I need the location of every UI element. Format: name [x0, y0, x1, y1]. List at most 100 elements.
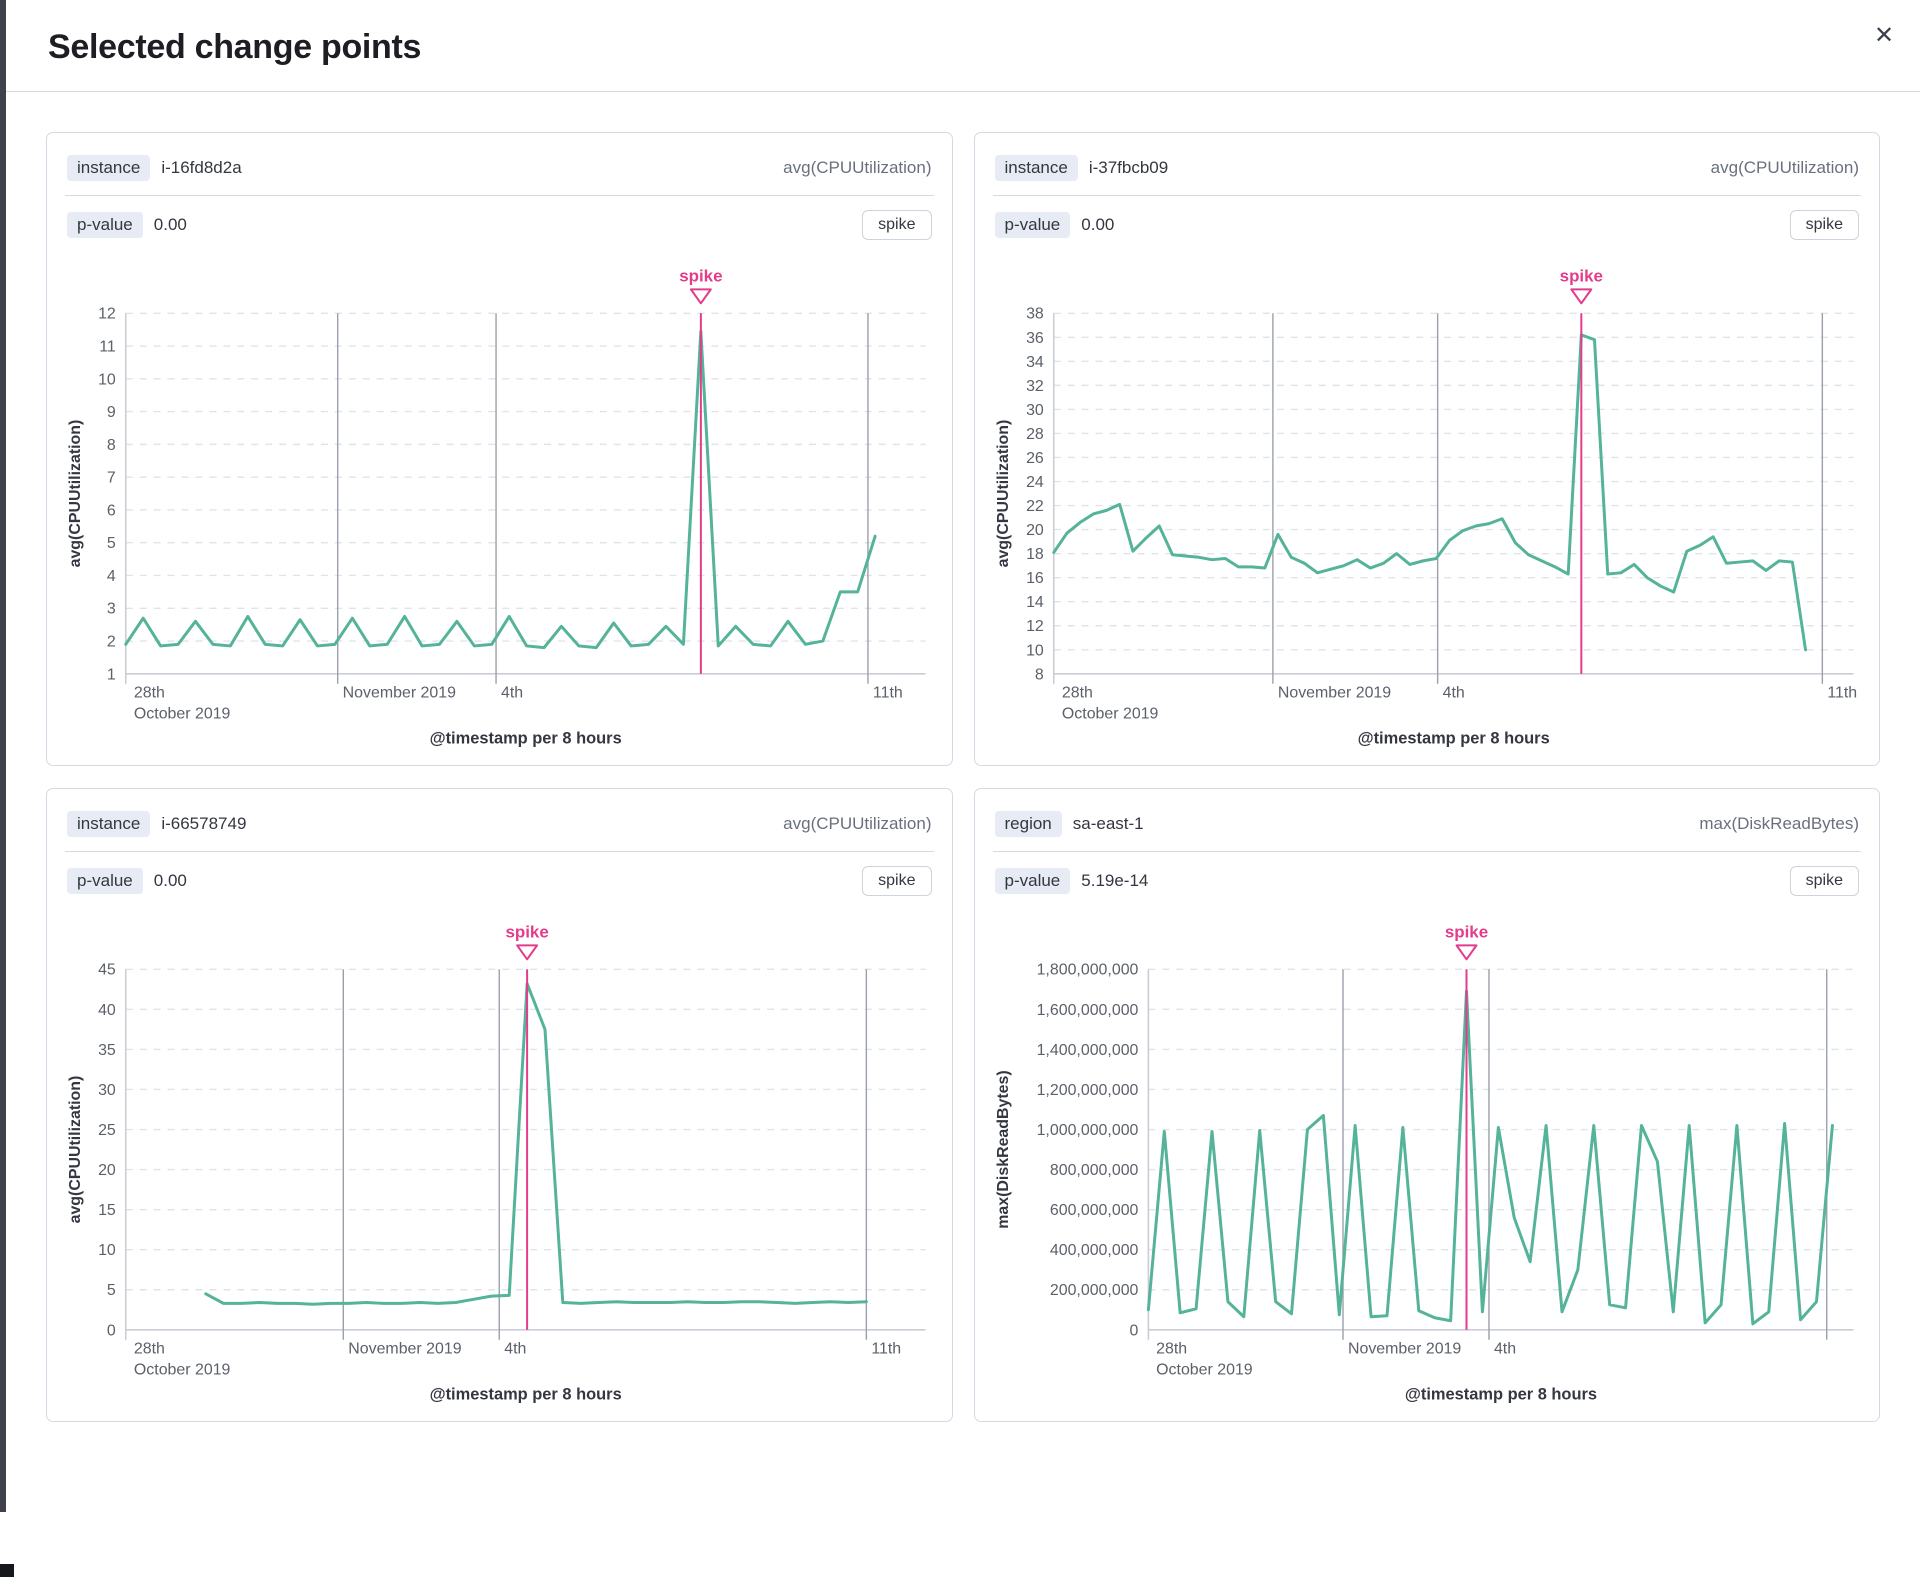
y-tick-label: 15 — [98, 1202, 116, 1219]
close-icon[interactable]: ✕ — [1866, 18, 1902, 54]
y-tick-label: 20 — [1026, 522, 1044, 539]
background-page-corner — [0, 1564, 14, 1577]
x-tick-label: 11th — [873, 685, 903, 702]
x-tick-label: 28th — [1061, 685, 1092, 702]
y-tick-label: 28 — [1026, 426, 1044, 443]
y-tick-label: 38 — [1026, 306, 1044, 323]
spike-annotation-marker[interactable] — [1455, 944, 1477, 961]
background-page-strip — [0, 0, 6, 1512]
panel-header: instance i-16fd8d2a avg(CPUUtilization) — [65, 149, 934, 195]
group-value: i-16fd8d2a — [161, 158, 242, 177]
group-value: i-37fbcb09 — [1088, 158, 1169, 177]
y-tick-label: 36 — [1026, 330, 1044, 347]
x-tick-label: October 2019 — [134, 706, 231, 723]
spike-annotation-label: spike — [1444, 922, 1487, 941]
series-line — [124, 329, 877, 650]
x-axis-title: @timestamp per 8 hours — [1357, 730, 1549, 748]
p-value-badge: p-value — [994, 868, 1071, 894]
change-type-button[interactable]: spike — [1789, 210, 1859, 240]
y-tick-label: 7 — [107, 470, 116, 487]
change-point-panel-1: instance i-16fd8d2a avg(CPUUtilization) … — [46, 132, 953, 766]
x-tick-label: 4th — [501, 685, 523, 702]
divider — [65, 851, 934, 852]
chart-svg: 8 10 12 14 16 18 20 22 24 26 28 30 32 34 36 38 28th Octob… — [994, 266, 1856, 748]
p-value: 0.00 — [153, 215, 187, 234]
y-tick-label: 800,000,000 — [1049, 1162, 1138, 1179]
group-key-badge: instance — [994, 155, 1078, 181]
group-key-badge: instance — [67, 811, 151, 837]
x-tick-label: November 2019 — [1277, 685, 1390, 702]
metric-label: avg(CPUUtilization) — [783, 158, 932, 177]
spike-annotation-marker[interactable] — [689, 288, 712, 305]
x-tick-label: 4th — [1442, 685, 1464, 702]
x-tick-label: October 2019 — [134, 1362, 231, 1379]
x-tick-label: 28th — [134, 685, 165, 702]
flyout-header: Selected change points ✕ — [6, 0, 1920, 92]
chart-svg: 0 200,000,000 400,000,000 600,000,000 800,00… — [994, 922, 1854, 1404]
y-tick-label: 34 — [1026, 354, 1044, 371]
group-key-value: instance i-66578749 — [67, 811, 246, 837]
metric-label: avg(CPUUtilization) — [783, 814, 932, 833]
series-line — [1146, 989, 1834, 1326]
x-tick-label: November 2019 — [348, 1341, 461, 1358]
spike-annotation-marker[interactable] — [516, 944, 539, 961]
change-point-panel-2: instance i-37fbcb09 avg(CPUUtilization) … — [973, 132, 1880, 766]
y-tick-label: 1 — [107, 666, 116, 683]
change-type-button[interactable]: spike — [1789, 866, 1859, 896]
y-tick-label: 1,800,000,000 — [1036, 962, 1138, 979]
change-type-button[interactable]: spike — [862, 866, 932, 896]
y-tick-label: 26 — [1026, 450, 1044, 467]
change-points-grid: instance i-16fd8d2a avg(CPUUtilization) … — [6, 92, 1920, 1462]
chart-svg: 0 5 10 15 20 25 30 35 40 45 28th October 2019 Novemb… — [67, 922, 926, 1404]
panel-header: instance i-37fbcb09 avg(CPUUtilization) — [993, 149, 1862, 195]
change-point-panel-3: instance i-66578749 avg(CPUUtilization) … — [46, 788, 953, 1422]
panel-subheader: p-value 0.00 spike — [65, 196, 934, 250]
y-axis-title: max(DiskReadBytes) — [994, 1070, 1011, 1228]
group-key-value: region sa-east-1 — [994, 811, 1144, 837]
y-tick-label: 1,400,000,000 — [1036, 1042, 1138, 1059]
change-type-button[interactable]: spike — [862, 210, 932, 240]
change-point-panel-4: region sa-east-1 max(DiskReadBytes) p-va… — [973, 788, 1880, 1422]
y-tick-label: 10 — [98, 1242, 116, 1259]
y-tick-label: 2 — [107, 634, 116, 651]
y-tick-label: 1,600,000,000 — [1036, 1002, 1138, 1019]
divider — [65, 195, 934, 196]
change-point-chart: 1 2 3 4 5 6 7 8 9 10 11 12 28th October 2019 November … — [65, 252, 934, 757]
y-tick-label: 12 — [98, 306, 116, 323]
panel-subheader: p-value 5.19e-14 spike — [993, 852, 1862, 906]
y-tick-label: 0 — [107, 1322, 116, 1339]
y-tick-label: 20 — [98, 1162, 116, 1179]
y-tick-label: 10 — [1026, 642, 1044, 659]
metric-label: max(DiskReadBytes) — [1699, 814, 1859, 833]
x-tick-label: November 2019 — [343, 685, 456, 702]
x-tick-label: 28th — [134, 1341, 165, 1358]
change-point-chart: 0 200,000,000 400,000,000 600,000,000 800,00… — [993, 908, 1862, 1413]
metric-label: avg(CPUUtilization) — [1710, 158, 1859, 177]
p-value-key-value: p-value 0.00 — [994, 212, 1114, 238]
x-tick-label: 28th — [1156, 1341, 1187, 1358]
y-tick-label: 0 — [1129, 1322, 1138, 1339]
change-points-flyout: Selected change points ✕ instance i-16fd… — [6, 0, 1920, 1462]
y-tick-label: 32 — [1026, 378, 1044, 395]
divider — [992, 851, 1861, 852]
y-tick-label: 4 — [107, 568, 116, 585]
p-value: 5.19e-14 — [1081, 871, 1149, 890]
y-tick-label: 200,000,000 — [1049, 1282, 1138, 1299]
x-axis-title: @timestamp per 8 hours — [430, 730, 622, 748]
spike-annotation-marker[interactable] — [1569, 288, 1592, 305]
y-tick-label: 30 — [1026, 402, 1044, 419]
group-value: i-66578749 — [161, 814, 247, 833]
panel-header: region sa-east-1 max(DiskReadBytes) — [993, 805, 1862, 851]
x-tick-label: 11th — [871, 1341, 901, 1358]
change-point-chart: 0 5 10 15 20 25 30 35 40 45 28th October 2019 Novemb… — [65, 908, 934, 1413]
y-tick-label: 8 — [1034, 666, 1043, 683]
y-tick-label: 30 — [98, 1082, 116, 1099]
y-tick-label: 16 — [1026, 570, 1044, 587]
x-tick-label: October 2019 — [1156, 1362, 1253, 1379]
group-key-badge: instance — [67, 155, 151, 181]
y-tick-label: 11 — [99, 339, 116, 356]
y-axis-title: avg(CPUUtilization) — [67, 420, 84, 568]
p-value-key-value: p-value 5.19e-14 — [994, 868, 1149, 894]
y-tick-label: 25 — [98, 1122, 116, 1139]
